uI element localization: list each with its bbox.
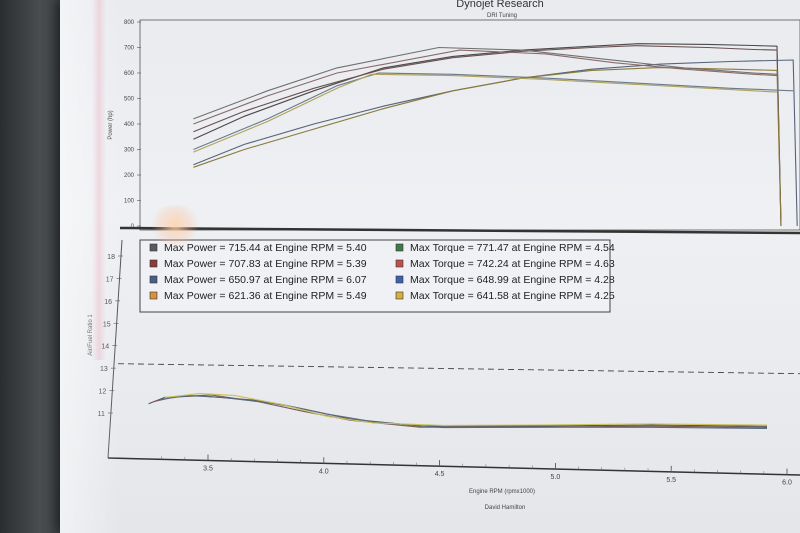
legend-swatch <box>149 291 158 300</box>
legend-entry: Max Power = 650.97 at Engine RPM = 6.07 <box>164 274 367 286</box>
legend-swatch <box>395 275 404 284</box>
legend-entry: Max Torque = 648.99 at Engine RPM = 4.28 <box>410 274 615 286</box>
power-y-tick-label: 400 <box>124 122 135 128</box>
legend-swatch <box>149 243 158 252</box>
afr-curves <box>148 393 768 430</box>
power-y-tick-label: 600 <box>124 71 135 77</box>
legend-swatch <box>395 291 404 300</box>
chart-subtitle: DRI Tuning <box>487 13 517 19</box>
legend-entry: Max Torque = 771.47 at Engine RPM = 4.54 <box>410 242 615 254</box>
power-y-tick-label: 0 <box>131 224 135 230</box>
power-y-tick-label: 300 <box>124 148 135 154</box>
power-curve <box>193 45 782 227</box>
afr-y-tick-label: 16 <box>104 299 112 306</box>
afr-y-tick-label: 14 <box>101 344 109 351</box>
power-x-axis <box>119 226 800 235</box>
rpm-tick-label: 6.0 <box>782 480 792 487</box>
rpm-x-axis <box>107 457 800 476</box>
legend-swatch <box>149 275 158 284</box>
afr-curve <box>148 395 768 427</box>
legend-swatch <box>149 259 158 268</box>
afr-y-tick-label: 18 <box>107 254 115 261</box>
power-y-tick-label: 700 <box>124 46 135 52</box>
chart-title: Dynojet Research <box>456 0 543 10</box>
rpm-x-ticks: 3.5 4.0 4.5 5.0 5.5 6.0 <box>161 454 792 487</box>
rpm-tick-label: 5.0 <box>551 474 561 481</box>
power-curve <box>193 73 778 153</box>
power-y-tick-label: 800 <box>124 20 135 26</box>
power-torque-curves <box>193 43 798 227</box>
power-curve <box>193 43 782 227</box>
afr-y-tick-label: 17 <box>106 276 114 283</box>
afr-y-tick-label: 11 <box>98 411 105 418</box>
rpm-tick-label: 4.5 <box>435 471 445 478</box>
power-y-label: Power (hp) <box>108 110 114 139</box>
rpm-tick-label: 5.5 <box>666 477 676 484</box>
legend-swatch <box>395 243 404 252</box>
legend-entry: Max Power = 707.83 at Engine RPM = 5.39 <box>164 258 367 270</box>
power-y-tick-label: 500 <box>124 97 135 103</box>
legend-entry: Max Power = 715.44 at Engine RPM = 5.40 <box>164 242 367 254</box>
power-y-ticks: 0 100 200 300 400 500 600 700 800 <box>124 20 141 230</box>
afr-y-tick-label: 13 <box>100 366 108 373</box>
legend: Max Power = 715.44 at Engine RPM = 5.40 M… <box>149 242 615 302</box>
afr-y-ticks: 11 12 13 14 15 16 17 18 <box>98 254 123 418</box>
legend-box <box>139 239 611 313</box>
afr-curve <box>164 393 768 426</box>
operator-name: David Hamilton <box>485 505 526 511</box>
rpm-tick-label: 4.0 <box>319 468 329 475</box>
power-curve <box>193 46 778 120</box>
power-plot-frame <box>139 19 800 231</box>
legend-entry: Max Torque = 641.58 at Engine RPM = 4.25 <box>410 290 615 302</box>
legend-entry: Max Power = 621.36 at Engine RPM = 5.49 <box>164 290 367 302</box>
power-y-tick-label: 200 <box>124 173 135 179</box>
rpm-x-label: Engine RPM (rpmx1000) <box>469 489 535 495</box>
power-y-tick-label: 100 <box>124 199 135 205</box>
power-curve <box>193 49 778 125</box>
afr-y-tick-label: 12 <box>99 389 107 396</box>
legend-entry: Max Torque = 742.24 at Engine RPM = 4.63 <box>410 258 615 270</box>
power-curve <box>193 72 794 151</box>
afr-y-axis <box>107 239 123 459</box>
afr-reference-line <box>117 363 800 375</box>
afr-y-label: Air/Fuel Ratio 1 <box>88 314 94 356</box>
legend-swatch <box>395 259 404 268</box>
afr-curve <box>160 395 768 430</box>
rpm-tick-label: 3.5 <box>203 465 213 472</box>
afr-y-tick-label: 15 <box>103 321 111 328</box>
